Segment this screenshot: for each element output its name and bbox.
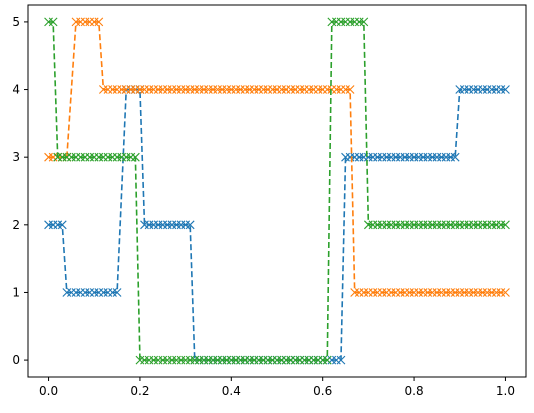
x-tick-label-3: 0.6 — [313, 384, 332, 398]
series-3 — [44, 17, 510, 365]
series-2 — [44, 17, 510, 297]
x-tick-label-2: 0.4 — [222, 384, 241, 398]
series-3-point-69 — [359, 17, 369, 27]
series-1-point-30 — [185, 220, 195, 230]
series-2-line — [48, 21, 506, 294]
y-tick-label-4: 4 — [12, 83, 20, 97]
series-3-line — [48, 21, 506, 361]
series-1-point-63 — [336, 355, 346, 365]
series-2-point-65 — [345, 85, 355, 94]
x-tick-label-0: 0.0 — [39, 384, 58, 398]
series-3-point-61 — [322, 355, 332, 365]
series-1-point-99 — [501, 85, 510, 94]
series-3-point-100 — [501, 220, 510, 230]
x-tick-label-4: 0.8 — [405, 384, 424, 398]
series-1-point-15 — [112, 288, 122, 297]
y-tick-label-1: 1 — [12, 285, 20, 299]
series-1-point-3 — [57, 220, 67, 230]
ticks-layer: 0.0 0.2 0.4 0.6 0.8 1.0 0 1 2 3 4 5 — [12, 15, 515, 398]
y-tick-label-0: 0 — [12, 353, 20, 367]
series-1-point-88 — [450, 152, 460, 162]
x-tick-label-5: 1.0 — [496, 384, 515, 398]
series-2-point-99 — [501, 288, 510, 297]
y-tick-label-3: 3 — [12, 150, 20, 164]
series-3-point-19 — [130, 152, 140, 162]
series-3-point-1 — [48, 17, 58, 27]
y-tick-label-5: 5 — [12, 15, 20, 29]
series-layer — [44, 17, 510, 365]
x-tick-label-1: 0.2 — [130, 384, 149, 398]
y-tick-label-2: 2 — [12, 218, 20, 232]
series-2-point-10 — [94, 17, 104, 27]
plot-frame — [27, 4, 527, 378]
